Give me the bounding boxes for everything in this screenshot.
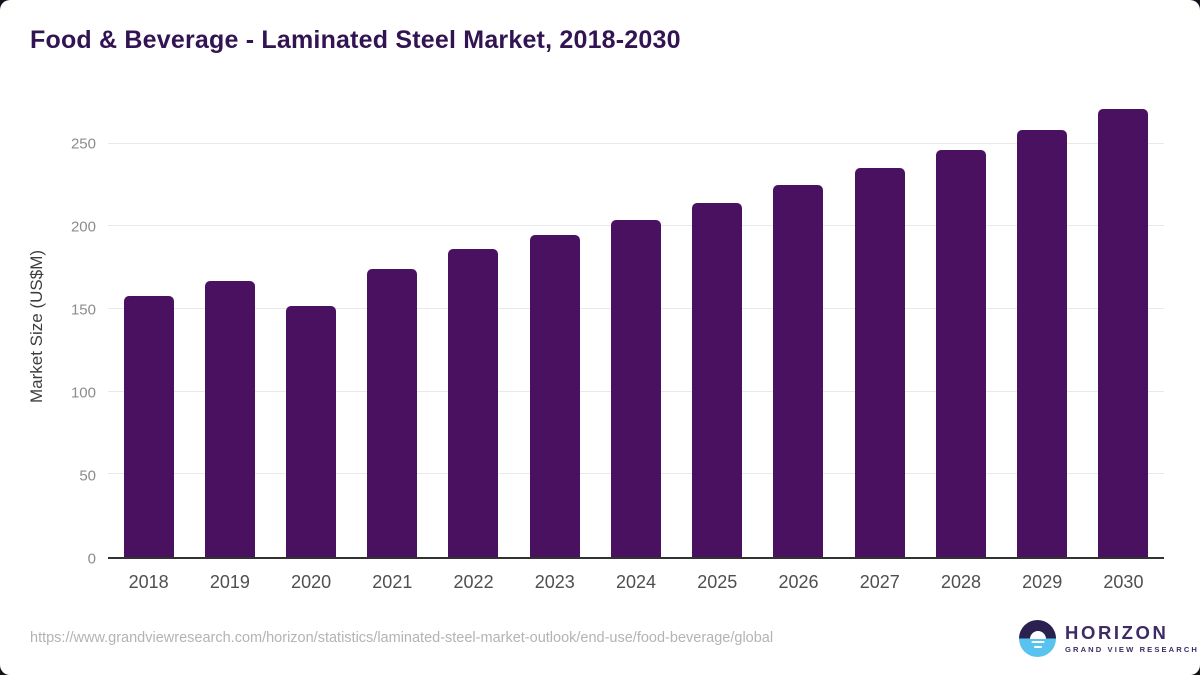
logo-name: HORIZON: [1065, 621, 1169, 643]
x-tick-label: 2023: [534, 572, 575, 592]
bar-series: [108, 94, 1164, 557]
plot-area: [108, 94, 1164, 559]
y-tick-label: 50: [79, 467, 96, 485]
bar-2030: [1098, 108, 1149, 557]
horizon-logo: HORIZON GRAND VIEW RESEARCH: [1019, 620, 1199, 657]
y-tick-label: 200: [70, 218, 96, 236]
gridline: [108, 142, 1164, 144]
x-tick-label: 2019: [209, 572, 250, 592]
y-tick-label: 0: [87, 550, 96, 568]
bar-2029: [1017, 130, 1068, 557]
bar-2027: [854, 168, 905, 557]
sun-reflection-line: [1033, 645, 1042, 649]
x-tick-label: 2024: [616, 572, 657, 592]
bar-2019: [204, 280, 255, 557]
x-tick-label: 2026: [778, 572, 819, 592]
bar-2024: [610, 219, 661, 557]
logo-subtitle: GRAND VIEW RESEARCH: [1065, 645, 1199, 655]
bar-2026: [773, 184, 824, 557]
y-tick-label: 150: [70, 301, 96, 319]
x-tick-label: 2029: [1022, 572, 1063, 592]
x-tick-label: 2028: [940, 572, 981, 592]
sun-reflection-line: [1031, 640, 1044, 644]
chart-title: Food & Beverage - Laminated Steel Market…: [30, 26, 681, 54]
y-tick-label: 250: [70, 135, 96, 153]
bar-2021: [367, 269, 418, 557]
sun-core-shape: [1029, 630, 1046, 639]
x-tick-label: 2018: [128, 572, 169, 592]
x-tick-label: 2022: [453, 572, 494, 592]
x-tick-label: 2027: [859, 572, 900, 592]
bar-2022: [448, 249, 499, 557]
x-tick-label: 2021: [372, 572, 413, 592]
bar-2020: [286, 305, 337, 557]
source-url: https://www.grandviewresearch.com/horizo…: [30, 630, 774, 646]
y-tick-label: 100: [70, 384, 96, 402]
x-tick-label: 2025: [697, 572, 738, 592]
logo-wordmark: HORIZON GRAND VIEW RESEARCH: [1065, 621, 1199, 655]
y-axis: 0 50 100 150 200 250: [0, 94, 96, 567]
x-tick-label: 2030: [1103, 572, 1144, 592]
bar-2028: [935, 150, 986, 557]
bar-2023: [529, 234, 580, 557]
x-axis: 2018 2019 2020 2021 2022 2023 2024 2025 2026 2027…: [108, 572, 1164, 593]
bar-2018: [123, 295, 174, 557]
x-tick-label: 2020: [291, 572, 332, 592]
bar-2025: [692, 203, 743, 557]
horizon-sun-icon: [1019, 620, 1056, 657]
